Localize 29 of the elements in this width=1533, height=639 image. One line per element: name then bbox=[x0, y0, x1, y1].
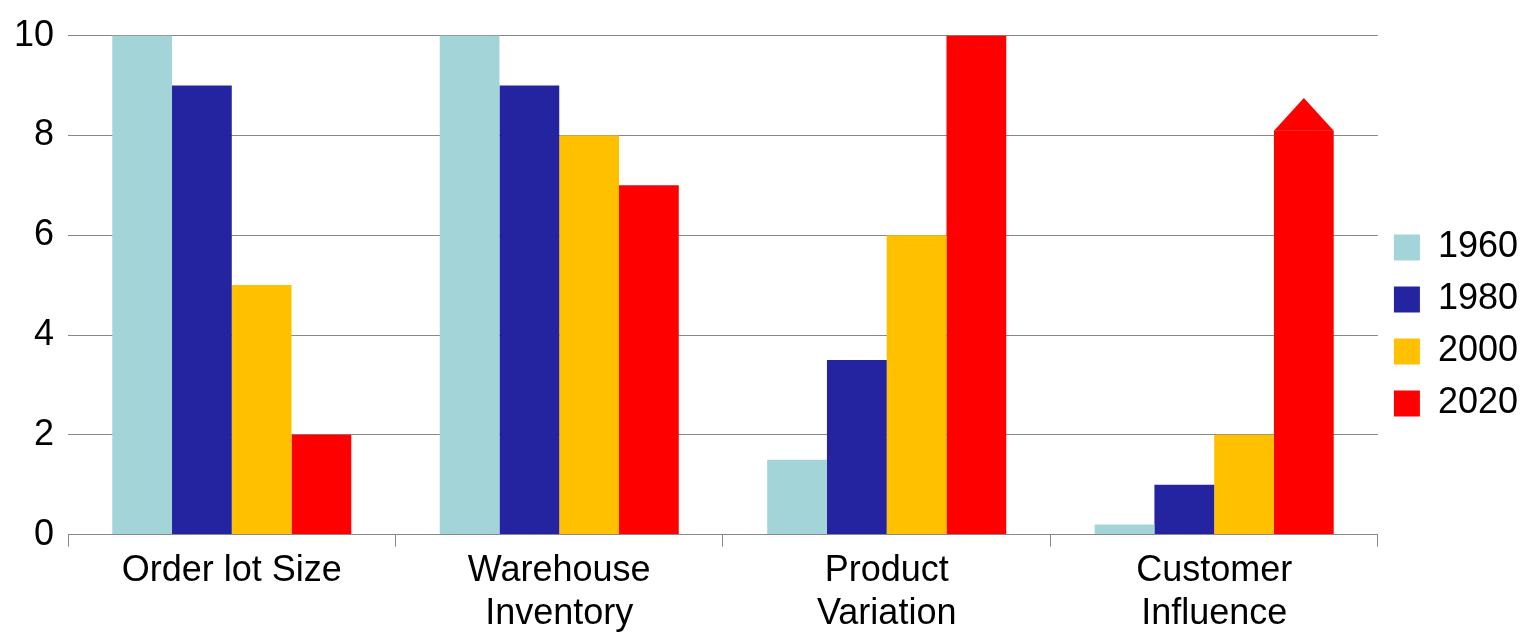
bar bbox=[767, 459, 827, 535]
legend-label: 1960 bbox=[1437, 224, 1519, 266]
legend-label: 1980 bbox=[1437, 276, 1519, 318]
bar bbox=[826, 359, 887, 535]
y-tick-label: 0 bbox=[34, 511, 55, 553]
y-tick-label: 8 bbox=[34, 112, 55, 154]
bar bbox=[291, 434, 352, 535]
y-tick-label: 2 bbox=[34, 411, 55, 453]
y-tick-label: 6 bbox=[34, 212, 55, 254]
y-tick-label: 4 bbox=[34, 311, 55, 353]
bar bbox=[499, 85, 560, 535]
bar bbox=[1154, 484, 1215, 535]
bar bbox=[559, 135, 620, 535]
bar bbox=[1094, 524, 1155, 535]
bar bbox=[886, 235, 947, 535]
bar bbox=[1214, 434, 1274, 535]
bar bbox=[231, 285, 292, 535]
y-tick-label: 10 bbox=[14, 12, 55, 54]
x-tick-label: Order lot Size bbox=[121, 548, 342, 590]
x-tick-label: Product Variation bbox=[817, 548, 957, 633]
bar bbox=[619, 185, 679, 535]
x-tick-label: Warehouse Inventory bbox=[467, 548, 651, 633]
legend-label: 2020 bbox=[1437, 380, 1519, 422]
bar bbox=[439, 35, 500, 535]
bar bbox=[112, 35, 173, 535]
bar bbox=[946, 35, 1007, 535]
bar bbox=[172, 85, 232, 535]
x-tick-label: Customer Influence bbox=[1136, 548, 1293, 633]
legend-label: 2000 bbox=[1437, 328, 1519, 370]
